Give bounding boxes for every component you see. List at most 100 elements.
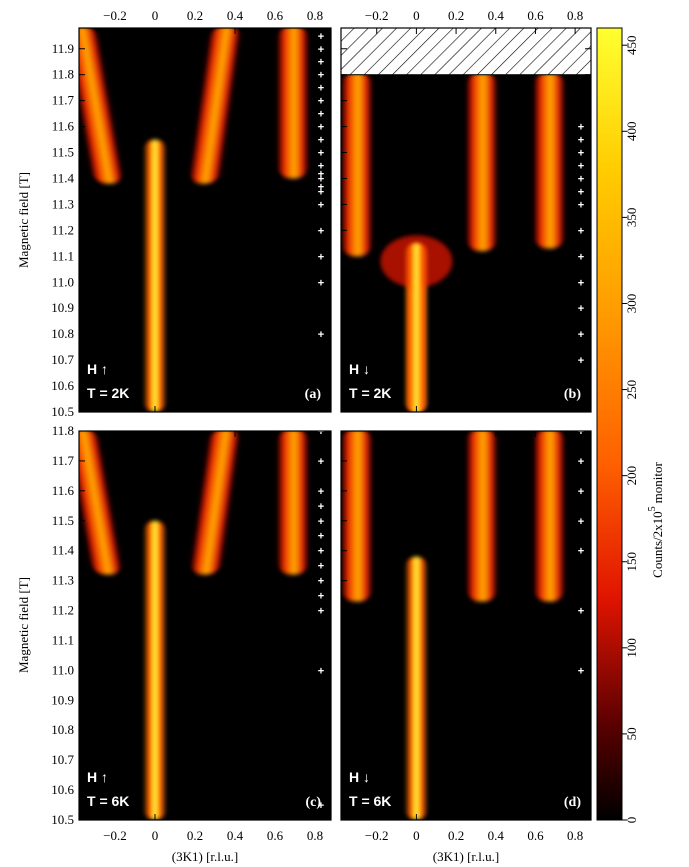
panel-frame — [78, 430, 332, 821]
colorbar-tick-label: 200 — [624, 466, 639, 486]
heatmap-peak — [405, 556, 428, 820]
x-tick-label: 0.2 — [187, 8, 203, 23]
y-tick-label: 10.7 — [51, 752, 74, 767]
measurement-marker: + — [578, 516, 584, 528]
measurement-marker: + — [578, 161, 584, 173]
heatmap-satellite — [276, 28, 310, 179]
measurement-marker: + — [318, 148, 324, 160]
measurement-marker: + — [578, 186, 584, 198]
x-tick-label: 0.2 — [187, 828, 203, 843]
field-direction-label: H ↓ — [349, 361, 370, 377]
field-direction-label: H ↑ — [87, 769, 108, 785]
measurement-marker: + — [318, 70, 324, 82]
colorbar-tick-label: 150 — [624, 552, 639, 572]
measurement-marker: + — [578, 456, 584, 468]
heatmap-satellite — [189, 28, 241, 184]
heatmap-satellite — [465, 72, 499, 252]
y-tick-label: 10.8 — [51, 326, 74, 341]
x-tick-label: 0 — [152, 828, 159, 843]
measurement-marker: + — [318, 96, 324, 108]
measurement-marker: + — [318, 44, 324, 56]
heatmap-satellite — [533, 431, 566, 602]
measurement-marker: + — [578, 148, 584, 160]
y-tick-label: 11.6 — [52, 483, 75, 498]
measurement-marker: + — [318, 57, 324, 69]
heatmap-peak-core — [405, 243, 428, 412]
measurement-marker: + — [318, 329, 324, 341]
y-tick-label: 10.9 — [51, 692, 74, 707]
panel-d: + + + + + + + H ↓ T = 6K (d) — [341, 426, 591, 820]
measurement-marker: + — [318, 531, 324, 543]
measurement-marker: + — [318, 606, 324, 618]
x-axis-label-right: (3K1) [r.l.u.] — [433, 849, 499, 864]
y-axis-label-top: Magnetic field [T] — [16, 172, 31, 268]
measurement-marker: + — [318, 83, 324, 95]
colorbar-tick-label: 50 — [624, 727, 639, 740]
y-tick-label: 11.7 — [52, 93, 75, 108]
measurement-marker: + — [318, 561, 324, 573]
temperature-label: T = 2K — [87, 385, 129, 401]
y-tick-label: 11.9 — [52, 41, 74, 56]
panel-c: + + + + + + + + + + + + + H ↑ T = 6K (c) — [79, 426, 331, 820]
x-tick-label: 0.8 — [307, 8, 323, 23]
measurement-marker: + — [578, 665, 584, 677]
y-tick-label: 11.6 — [52, 119, 75, 134]
measurement-marker: + — [318, 501, 324, 513]
y-axis-label-bottom: Magnetic field [T] — [16, 577, 31, 673]
measurement-marker: + — [578, 251, 584, 263]
heatmap-satellite — [465, 431, 499, 602]
colorbar-tick-label: 100 — [624, 638, 639, 658]
colorbar-label: Counts/2x105monitor — [647, 462, 665, 578]
measurement-marker: + — [318, 591, 324, 603]
panel-b: +++++++++++++H ↓T = 2K (b) — [340, 27, 592, 412]
measurement-marker: + — [318, 546, 324, 558]
measurement-marker: + — [318, 225, 324, 237]
field-direction-label: H ↑ — [87, 361, 108, 377]
panel-letter: (c) — [305, 795, 321, 810]
x-tick-label: 0.2 — [448, 8, 464, 23]
y-tick-label: 11.1 — [52, 248, 74, 263]
measurement-marker: + — [318, 516, 324, 528]
temperature-label: T = 6K — [349, 793, 391, 809]
y-tick-label: 11.8 — [52, 67, 74, 82]
colorbar-tick-label: 450 — [624, 35, 639, 55]
measurement-marker: + — [318, 251, 324, 263]
y-tick-label: 11.7 — [52, 453, 75, 468]
y-tick-label: 11.3 — [52, 196, 74, 211]
measurement-marker: + — [318, 665, 324, 677]
x-tick-label: −0.2 — [103, 8, 127, 23]
measurement-marker: + — [318, 135, 324, 147]
measurement-marker: + — [318, 486, 324, 498]
y-tick-label: 10.7 — [51, 352, 74, 367]
measurement-marker: + — [578, 486, 584, 498]
field-direction-label: H ↓ — [349, 769, 370, 785]
x-tick-label: 0 — [413, 828, 420, 843]
x-tick-label: 0.4 — [227, 828, 244, 843]
heatmap-satellite — [79, 431, 122, 575]
measurement-marker: + — [318, 800, 324, 812]
panel-letter: (d) — [564, 795, 581, 810]
temperature-label: T = 2K — [349, 385, 391, 401]
heatmap-satellite — [276, 431, 310, 575]
x-tick-label: 0.6 — [527, 828, 544, 843]
heatmap-satellite — [79, 28, 123, 184]
colorbar-tick-label: 300 — [624, 294, 639, 314]
measurement-marker: + — [578, 329, 584, 341]
heatmap-satellite — [341, 72, 374, 257]
not-measured-region — [340, 27, 592, 76]
measurement-marker: + — [578, 277, 584, 289]
y-tick-label: 10.5 — [51, 812, 74, 827]
heatmap-satellite — [533, 72, 566, 249]
panel-letter: (a) — [305, 387, 322, 402]
panel-frame — [340, 430, 592, 821]
measurement-marker: + — [318, 31, 324, 43]
x-tick-label: 0.4 — [488, 8, 505, 23]
x-tick-label: 0.8 — [567, 8, 583, 23]
measurement-marker: + — [578, 199, 584, 211]
measurement-marker: + — [318, 122, 324, 134]
y-tick-label: 11.2 — [52, 603, 74, 618]
colorbar-tick-label: 350 — [624, 208, 639, 228]
measurement-marker: + — [318, 199, 324, 211]
measurement-marker: + — [578, 173, 584, 185]
